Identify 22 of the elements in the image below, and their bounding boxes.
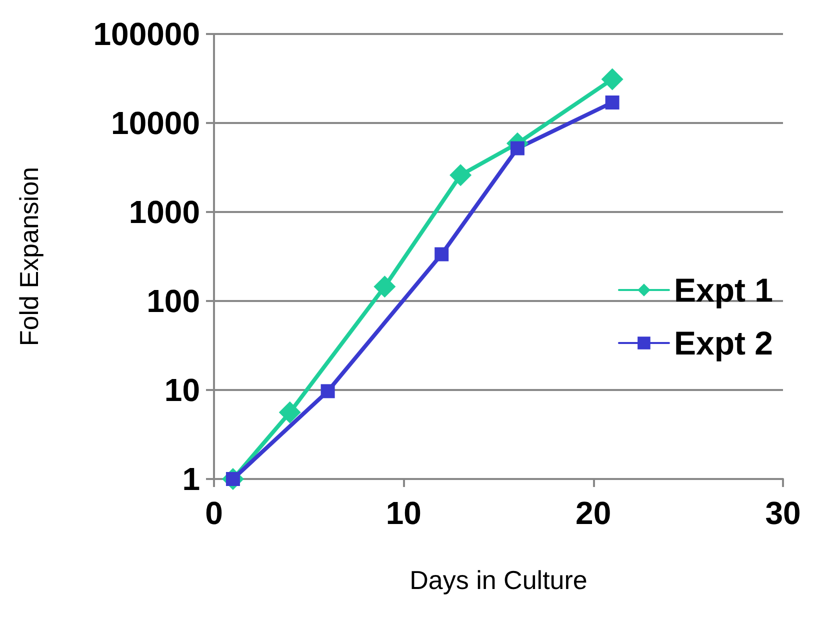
y-tick-label: 100 bbox=[146, 283, 200, 319]
point bbox=[605, 95, 620, 110]
x-tick-label: 20 bbox=[576, 495, 612, 531]
x-tick-label: 0 bbox=[205, 495, 223, 531]
x-tick-label: 10 bbox=[386, 495, 422, 531]
point bbox=[601, 68, 624, 90]
legend-label: Expt 2 bbox=[674, 324, 774, 362]
y-tick-label: 1000 bbox=[128, 194, 200, 230]
y-tick-label: 100000 bbox=[93, 16, 200, 52]
y-tick-label: 10 bbox=[164, 372, 200, 408]
point bbox=[374, 276, 396, 298]
legend-label: Expt 1 bbox=[674, 272, 774, 308]
y-tick-label: 10000 bbox=[111, 105, 200, 141]
point bbox=[320, 384, 335, 398]
x-axis-title: Days in Culture bbox=[410, 565, 588, 595]
point bbox=[434, 247, 449, 262]
x-tick-label: 30 bbox=[765, 495, 801, 531]
y-tick-label: 1 bbox=[182, 461, 200, 497]
point bbox=[510, 141, 524, 156]
y-axis-title: Fold Expansion bbox=[14, 166, 44, 346]
point bbox=[450, 164, 472, 186]
point bbox=[278, 401, 301, 424]
